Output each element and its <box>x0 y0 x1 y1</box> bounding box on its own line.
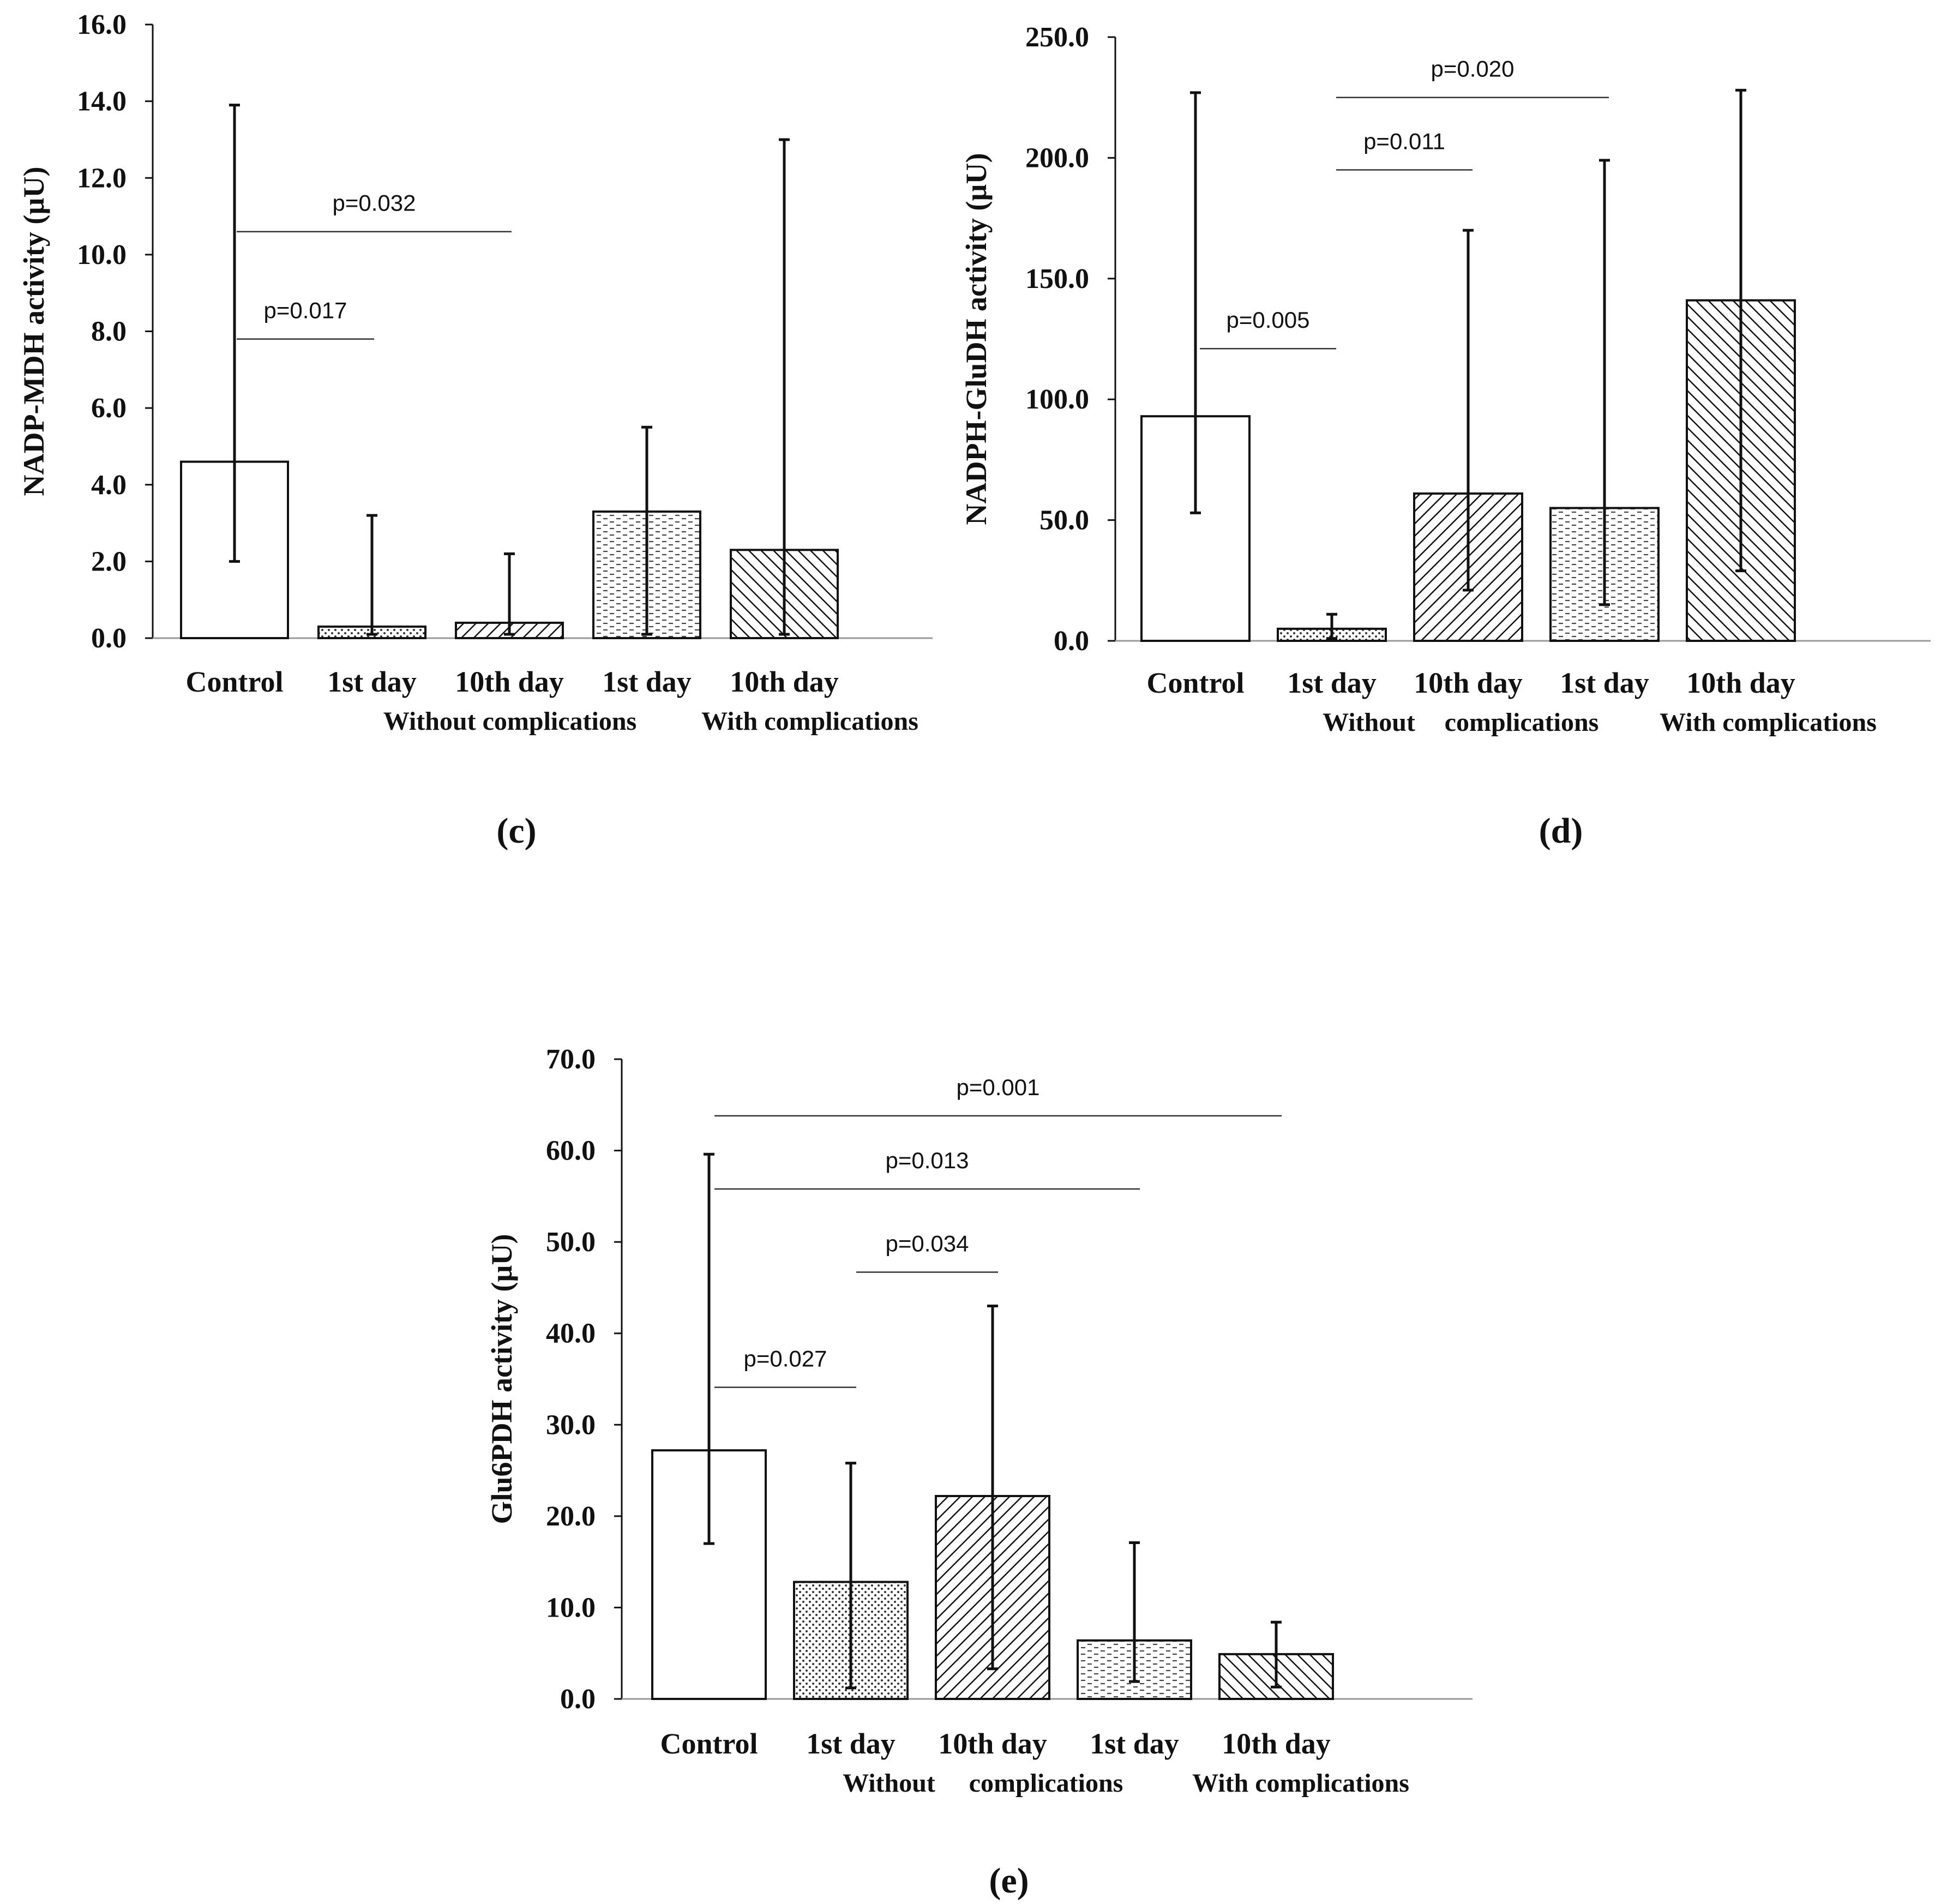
y-axis-title: Glu6PDH activity (µU) <box>485 1234 518 1524</box>
y-axis-title: NADP-MDH activity (µU) <box>17 167 50 496</box>
y-tick-label: 150.0 <box>1025 263 1089 295</box>
group-label: Without <box>843 1769 935 1798</box>
y-tick-label: 0.0 <box>1054 626 1089 657</box>
group-label: Without <box>1323 708 1415 737</box>
y-tick-label: 50.0 <box>1039 505 1089 536</box>
category-label: Control <box>185 665 283 698</box>
y-tick-label: 14.0 <box>77 86 127 117</box>
significance-label: p=0.020 <box>1431 56 1515 82</box>
group-label: complications <box>969 1769 1123 1798</box>
y-tick-label: 40.0 <box>546 1318 596 1349</box>
category-label: 10th day <box>730 665 839 698</box>
y-tick-label: 8.0 <box>91 316 127 347</box>
y-tick-label: 10.0 <box>77 239 127 271</box>
category-label: 1st day <box>806 1727 896 1760</box>
category-label: 10th day <box>455 665 564 698</box>
y-tick-label: 16.0 <box>77 9 127 40</box>
category-label: 1st day <box>327 665 417 698</box>
y-tick-label: 70.0 <box>546 1044 596 1075</box>
y-axis-title: NADPH-GluDH activity (µU) <box>960 153 993 525</box>
chart-panel-d: 0.0 50.0 100.0 150.0 200.0 250.0 NADPH-GluDH a… <box>960 22 1931 851</box>
chart-panel-c: 0.0 2.0 4.0 6.0 8.0 10.0 12.0 14.0 16.0 NADP-MDH … <box>17 9 933 851</box>
group-label: With complications <box>1192 1769 1409 1798</box>
category-label: 1st day <box>1090 1727 1179 1760</box>
y-tick-label: 10.0 <box>546 1592 596 1623</box>
significance-label: p=0.032 <box>333 190 416 216</box>
y-tick-label: 12.0 <box>77 163 127 194</box>
y-tick-label: 6.0 <box>91 393 127 424</box>
category-label: 1st day <box>602 665 692 698</box>
category-label: 10th day <box>1414 666 1523 699</box>
category-label: Control <box>660 1727 758 1760</box>
y-tick-label: 60.0 <box>546 1136 596 1167</box>
significance-label: p=0.034 <box>886 1230 969 1256</box>
y-tick-label: 30.0 <box>546 1409 596 1440</box>
significance-label: p=0.011 <box>1363 129 1445 154</box>
y-tick-label: 100.0 <box>1025 384 1089 415</box>
y-tick-label: 250.0 <box>1025 22 1089 53</box>
group-label: With complications <box>701 707 918 736</box>
y-tick-label: 50.0 <box>546 1227 596 1258</box>
category-label: 1st day <box>1287 666 1377 699</box>
panel-label: (c) <box>496 811 536 851</box>
significance-label: p=0.005 <box>1227 307 1310 333</box>
chart-panel-e: 0.0 10.0 20.0 30.0 40.0 50.0 60.0 70.0 Glu6PDH a… <box>485 1044 1473 1901</box>
significance-label: p=0.027 <box>744 1346 827 1372</box>
significance-label: p=0.013 <box>886 1148 969 1173</box>
y-tick-label: 200.0 <box>1025 142 1089 173</box>
y-tick-label: 0.0 <box>560 1684 596 1715</box>
category-label: 10th day <box>1686 666 1795 699</box>
y-tick-label: 4.0 <box>91 470 127 501</box>
category-label: 10th day <box>938 1727 1047 1760</box>
panel-label: (d) <box>1539 811 1583 851</box>
y-tick-label: 0.0 <box>91 623 127 654</box>
group-label: Without complications <box>383 707 636 736</box>
y-tick-label: 20.0 <box>546 1501 596 1532</box>
category-label: Control <box>1146 666 1244 699</box>
significance-label: p=0.001 <box>957 1074 1040 1100</box>
significance-label: p=0.017 <box>264 298 347 323</box>
category-label: 1st day <box>1560 666 1649 699</box>
panel-label: (e) <box>989 1861 1029 1901</box>
group-label: complications <box>1445 708 1599 737</box>
group-label: With complications <box>1660 708 1877 737</box>
y-tick-label: 2.0 <box>91 546 127 577</box>
category-label: 10th day <box>1222 1727 1331 1760</box>
